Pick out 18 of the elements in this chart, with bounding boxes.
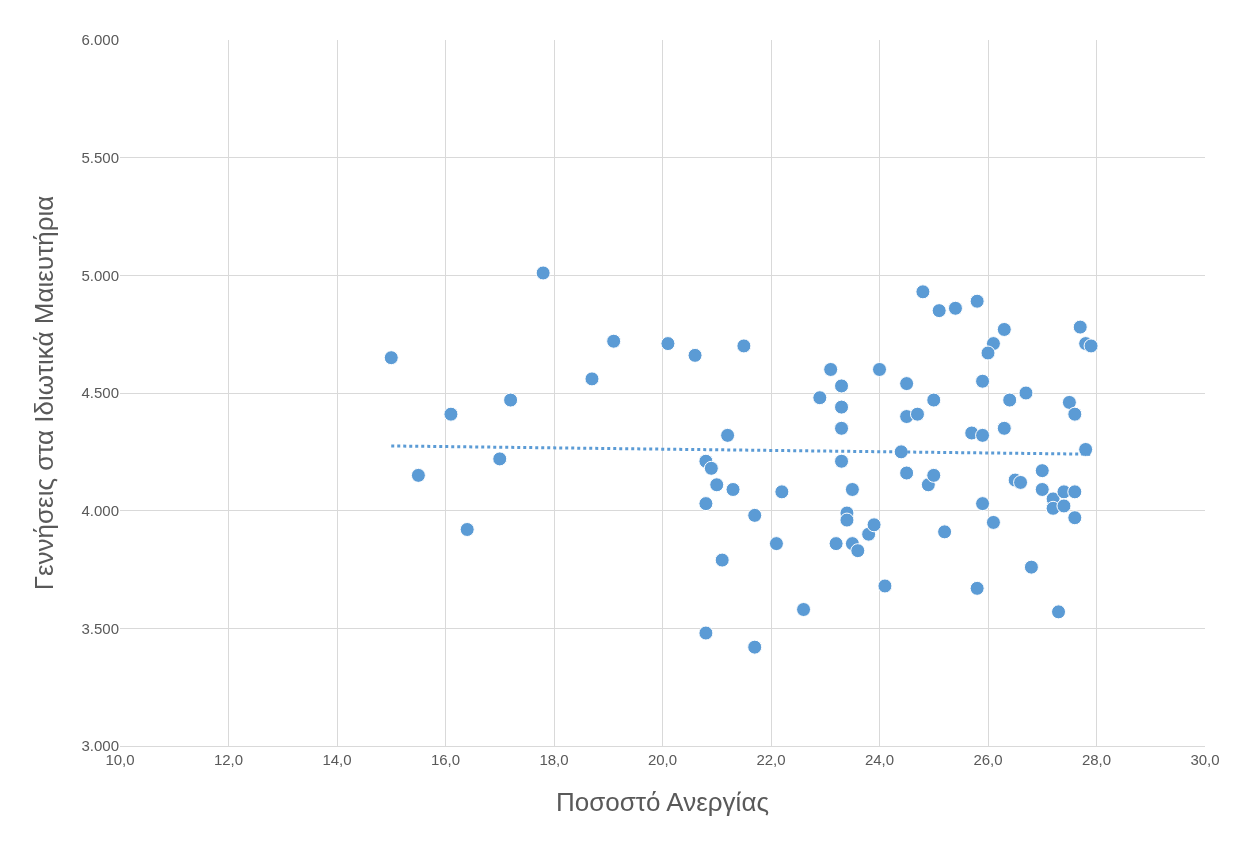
x-tick-label: 16,0 [430, 751, 461, 768]
x-tick-label: 14,0 [322, 751, 352, 768]
y-tick-label: 4.000 [81, 501, 119, 519]
x-tick-label: 22,0 [756, 751, 786, 768]
y-tick-label: 5.000 [81, 266, 119, 284]
y-tick-label: 5.500 [81, 148, 119, 166]
y-tick-label: 3.500 [81, 619, 119, 637]
x-tick-label: 28,0 [1081, 751, 1112, 768]
y-tick-label: 6.000 [81, 31, 119, 49]
y-axis-title: Γεννήσεις στα Ιδιωτικά Μαιευτήρια [28, 195, 59, 591]
x-tick-label: 24,0 [864, 751, 895, 768]
y-tick-label: 4.500 [81, 384, 119, 402]
x-tick-label: 18,0 [539, 751, 569, 768]
x-axis-title: Ποσοστό Ανεργίας [556, 786, 769, 817]
x-tick-label: 20,0 [647, 751, 678, 768]
x-tick-label: 30,0 [1190, 751, 1220, 768]
x-tick-label: 26,0 [973, 751, 1003, 768]
x-tick-label: 12,0 [213, 751, 244, 768]
